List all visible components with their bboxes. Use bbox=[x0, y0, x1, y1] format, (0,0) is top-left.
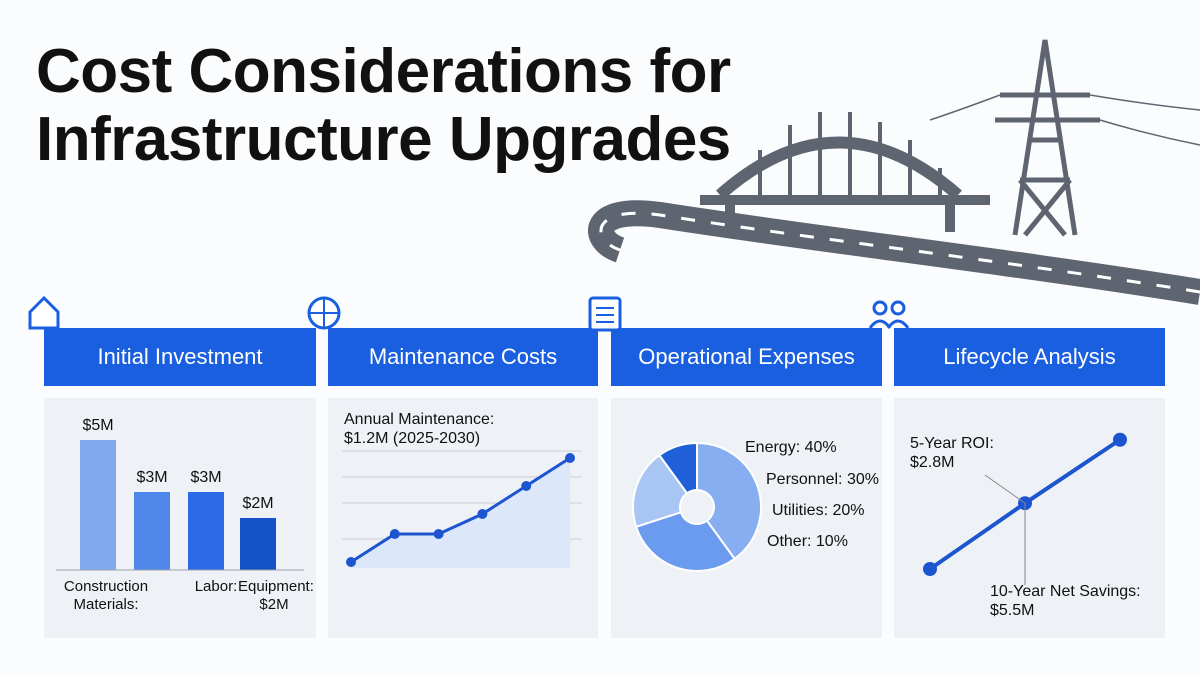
panel-header: Operational Expenses bbox=[638, 344, 855, 369]
bar bbox=[134, 492, 170, 570]
page-title: Cost Considerations for Infrastructure U… bbox=[36, 37, 731, 174]
point bbox=[346, 557, 356, 567]
bar bbox=[240, 518, 276, 570]
slice-label: Utilities: 20% bbox=[772, 502, 865, 519]
point bbox=[389, 529, 400, 539]
point bbox=[565, 453, 575, 463]
bar bbox=[80, 440, 116, 570]
pie-slice bbox=[696, 441, 762, 561]
annotation: 5-Year ROI: $2.8M bbox=[910, 435, 994, 472]
slice-label: Personnel: 30% bbox=[766, 471, 879, 488]
panel-header: Lifecycle Analysis bbox=[943, 344, 1116, 369]
annotation: Annual Maintenance: $1.2M (2025-2030) bbox=[344, 411, 495, 448]
pie-slice bbox=[657, 441, 698, 495]
annotation-connector bbox=[984, 474, 1026, 585]
x-tick-label: Equipment: $2M bbox=[238, 578, 314, 613]
bar-value-label: $3M bbox=[190, 469, 222, 486]
panel-icons bbox=[28, 295, 910, 332]
point bbox=[1113, 432, 1127, 447]
area bbox=[351, 458, 570, 568]
pie-slice bbox=[634, 510, 737, 572]
panel-header: Initial Investment bbox=[97, 344, 263, 369]
point bbox=[521, 481, 532, 491]
annotation: 10-Year Net Savings: $5.5M bbox=[990, 583, 1141, 620]
bar-value-label: $3M bbox=[136, 469, 168, 486]
slice-label: Other: 10% bbox=[767, 533, 848, 550]
bar-value-label: $2M bbox=[242, 495, 274, 512]
point bbox=[477, 509, 488, 519]
illustration bbox=[588, 39, 1200, 305]
slice-label: Energy: 40% bbox=[745, 439, 837, 456]
point bbox=[433, 529, 444, 539]
pie-slice bbox=[632, 453, 689, 529]
x-tick-label: Construction Materials: bbox=[63, 578, 149, 613]
point bbox=[923, 562, 937, 576]
x-tick-label: Labor: bbox=[194, 578, 238, 595]
panel-header: Maintenance Costs bbox=[368, 344, 558, 369]
line bbox=[350, 456, 571, 564]
bar-value-label: $5M bbox=[82, 417, 114, 434]
bar bbox=[188, 492, 224, 570]
